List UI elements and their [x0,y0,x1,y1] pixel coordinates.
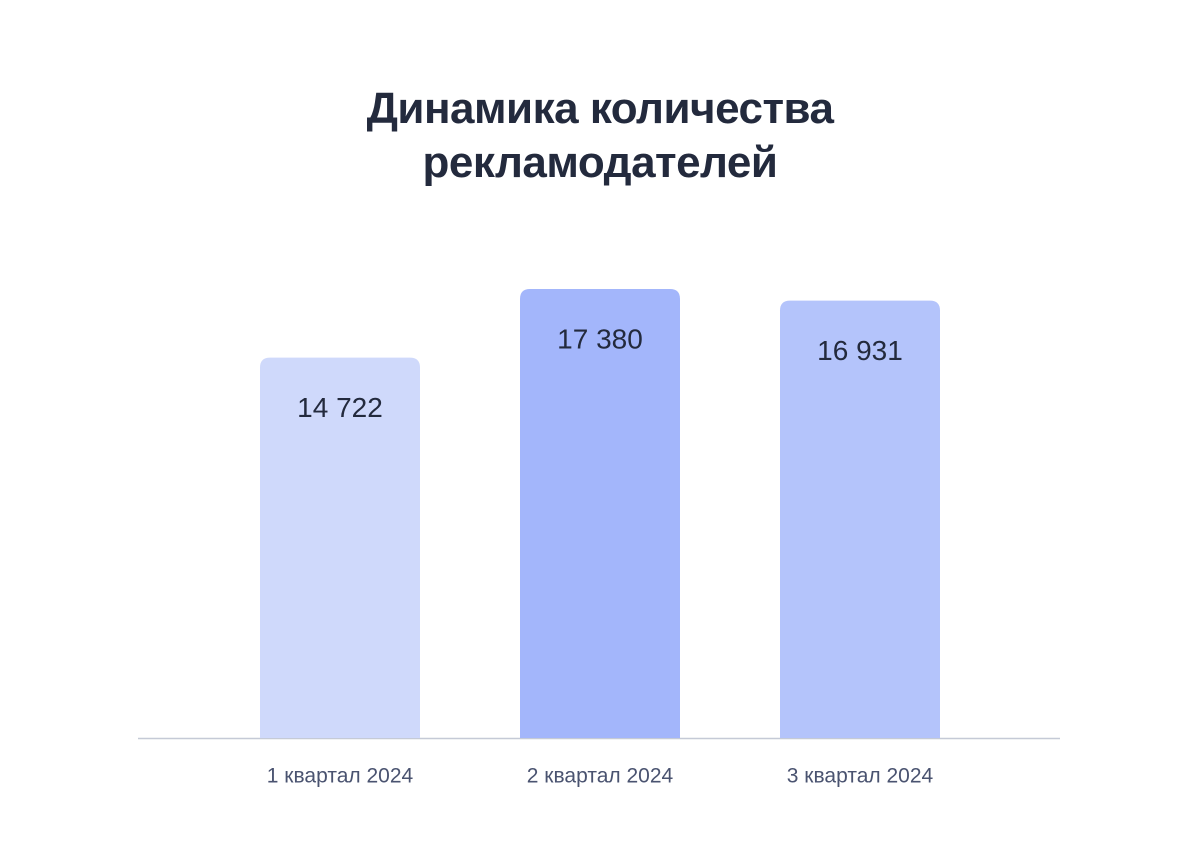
x-tick-label: 1 квартал 2024 [267,765,414,788]
value-label: 14 722 [297,392,383,423]
value-label: 17 380 [557,323,643,354]
bar [520,289,680,738]
bar [260,357,420,738]
chart-title: Динамика количества рекламодателей [366,84,834,187]
bar [780,300,940,738]
x-tick-label: 2 квартал 2024 [527,765,674,788]
value-label: 16 931 [817,335,903,366]
x-tick-label: 3 квартал 2024 [787,765,934,788]
